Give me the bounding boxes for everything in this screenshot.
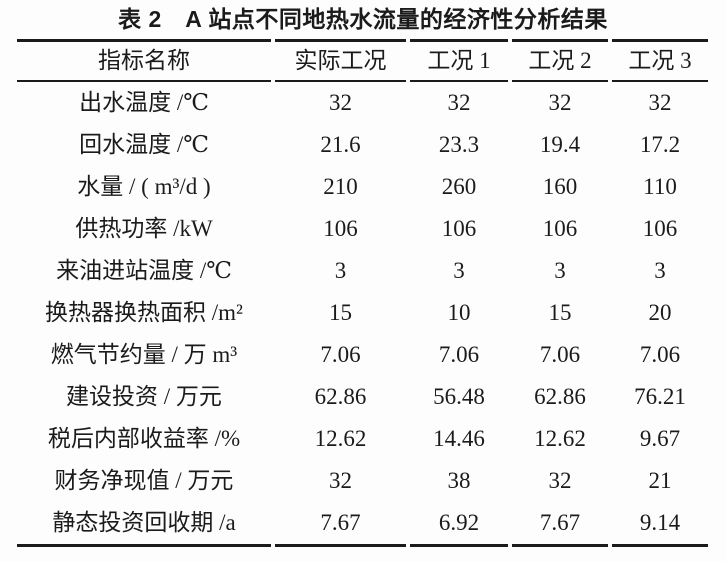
table-row: 燃气节约量 / 万 m³ 7.06 7.06 7.06 7.06: [17, 334, 708, 376]
cell-value: 15: [329, 300, 352, 326]
cell-value: 7.06: [639, 342, 681, 368]
cell-value: 56.48: [433, 384, 485, 410]
cell-value: 9.67: [639, 426, 681, 452]
row-label: 供热功率 /kW: [75, 216, 213, 242]
table-row: 换热器换热面积 /m² 15 10 15 20: [17, 292, 708, 334]
column-header: 实际工况: [275, 39, 406, 82]
table-row: 水量 / ( m³/d ) 210 260 160 110: [17, 166, 708, 208]
cell-value: 7.06: [438, 342, 480, 368]
table-body: 出水温度 /℃ 32 32 32 32 回水温度 /℃ 21.6 23.3 19.4 17.2 水量…: [17, 82, 708, 547]
cell-value: 23.3: [438, 132, 480, 158]
table-row: 来油进站温度 /℃ 3 3 3 3: [17, 250, 708, 292]
cell-value: 210: [323, 174, 358, 200]
table-row: 税后内部收益率 /% 12.62 14.46 12.62 9.67: [17, 418, 708, 460]
column-header: 工况 3: [612, 39, 708, 82]
table-row: 回水温度 /℃ 21.6 23.3 19.4 17.2: [17, 124, 708, 166]
cell-value: 32: [648, 90, 672, 116]
row-label: 燃气节约量 / 万 m³: [50, 342, 238, 368]
table-row: 静态投资回收期 /a 7.67 6.92 7.67 9.14: [17, 502, 708, 547]
cell-value: 3: [654, 258, 666, 284]
cell-value: 7.67: [275, 502, 406, 547]
row-label: 税后内部收益率 /%: [47, 426, 241, 452]
cell-value: 62.86: [314, 384, 367, 410]
table-row: 建设投资 / 万元 62.86 56.48 62.86 76.21: [17, 376, 708, 418]
cell-value: 7.06: [320, 342, 361, 368]
cell-value: 14.46: [433, 426, 485, 452]
cell-value: 3: [334, 258, 347, 284]
column-header: 工况 2: [512, 39, 608, 82]
cell-value: 12.62: [314, 426, 367, 452]
row-label: 出水温度 /℃: [79, 90, 209, 116]
cell-value: 7.67: [512, 502, 608, 547]
cell-value: 15: [548, 300, 572, 326]
cell-value: 106: [323, 216, 358, 242]
table-header: 指标名称 实际工况 工况 1 工况 2 工况 3: [17, 39, 708, 82]
cell-value: 110: [643, 174, 677, 200]
cell-value: 19.4: [539, 132, 581, 158]
row-label: 建设投资 / 万元: [66, 384, 222, 410]
cell-value: 9.14: [612, 502, 708, 547]
column-header: 工况 1: [410, 39, 508, 82]
row-label: 来油进站温度 /℃: [56, 258, 232, 284]
cell-value: 21.6: [320, 132, 361, 158]
cell-value: 62.86: [534, 384, 586, 410]
cell-value: 32: [447, 90, 471, 116]
cell-value: 7.06: [539, 342, 581, 368]
column-header-indicator: 指标名称: [17, 39, 271, 82]
cell-value: 17.2: [639, 132, 681, 158]
row-label: 水量 / ( m³/d ): [77, 174, 211, 200]
cell-value: 32: [548, 90, 572, 116]
cell-value: 260: [441, 174, 477, 200]
economic-analysis-table: 指标名称 实际工况 工况 1 工况 2 工况 3 出水温度 /℃ 32 32 32 32 回水温度…: [13, 39, 712, 547]
cell-value: 12.62: [534, 426, 586, 452]
cell-value: 21: [648, 468, 672, 494]
header-row: 指标名称 实际工况 工况 1 工况 2 工况 3: [17, 39, 708, 82]
cell-value: 32: [329, 468, 352, 494]
table-title: 表 2 A 站点不同地热水流量的经济性分析结果: [118, 6, 608, 32]
cell-value: 38: [447, 468, 471, 494]
cell-value: 10: [447, 300, 471, 326]
row-label: 换热器换热面积 /m²: [45, 300, 243, 326]
cell-value: 106: [642, 216, 678, 242]
cell-value: 106: [441, 216, 477, 242]
cell-value: 160: [542, 174, 578, 200]
table-row: 财务净现值 / 万元 32 38 32 21: [17, 460, 708, 502]
cell-value: 32: [329, 90, 352, 116]
cell-value: 3: [453, 258, 465, 284]
row-label: 静态投资回收期 /a: [17, 502, 271, 547]
row-label: 回水温度 /℃: [79, 132, 209, 158]
table-row: 供热功率 /kW 106 106 106 106: [17, 208, 708, 250]
cell-value: 32: [548, 468, 572, 494]
row-label: 财务净现值 / 万元: [54, 468, 234, 494]
cell-value: 6.92: [410, 502, 508, 547]
cell-value: 3: [554, 258, 566, 284]
cell-value: 106: [542, 216, 578, 242]
cell-value: 76.21: [634, 384, 686, 410]
cell-value: 20: [648, 300, 672, 326]
table-row: 出水温度 /℃ 32 32 32 32: [17, 82, 708, 124]
